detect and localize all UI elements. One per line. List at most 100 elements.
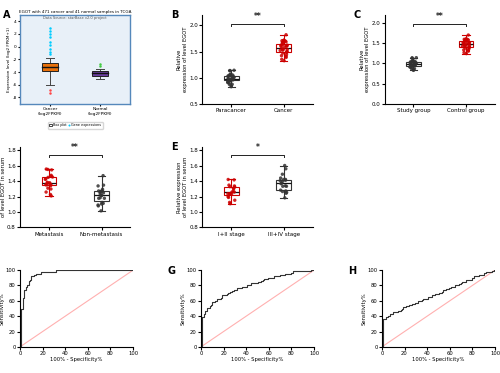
Point bbox=[465, 46, 473, 52]
X-axis label: 100% - Specificity%: 100% - Specificity% bbox=[232, 357, 283, 363]
Point bbox=[410, 68, 418, 73]
Point bbox=[224, 79, 232, 85]
Point bbox=[231, 197, 239, 203]
Point bbox=[410, 66, 418, 72]
Point bbox=[284, 47, 292, 53]
Point bbox=[461, 45, 469, 51]
Point bbox=[278, 38, 286, 44]
Point bbox=[278, 45, 286, 51]
Point bbox=[464, 47, 472, 53]
Point bbox=[224, 176, 232, 182]
Point bbox=[228, 83, 235, 89]
Point bbox=[281, 44, 289, 50]
Point bbox=[98, 192, 106, 198]
Point bbox=[228, 191, 235, 197]
Point bbox=[98, 186, 106, 192]
Point bbox=[462, 36, 470, 42]
Point bbox=[280, 58, 288, 64]
Point bbox=[465, 40, 473, 46]
Point bbox=[410, 61, 418, 67]
Point bbox=[227, 71, 235, 77]
Point bbox=[44, 175, 52, 181]
Point bbox=[230, 185, 237, 191]
Point bbox=[276, 47, 284, 53]
Point bbox=[228, 76, 235, 82]
Point bbox=[48, 174, 56, 180]
Point bbox=[406, 59, 414, 65]
Point bbox=[410, 61, 418, 67]
Y-axis label: Sensitivity%: Sensitivity% bbox=[180, 292, 186, 325]
Text: **: ** bbox=[254, 12, 262, 21]
Point bbox=[226, 78, 234, 84]
Point bbox=[230, 186, 237, 192]
Point bbox=[229, 76, 237, 82]
Point bbox=[230, 183, 238, 189]
Point bbox=[460, 40, 468, 46]
Point bbox=[100, 182, 108, 188]
Y-axis label: Relative expression
of level EGOT in serum: Relative expression of level EGOT in ser… bbox=[177, 157, 188, 217]
Point bbox=[464, 37, 472, 43]
Point bbox=[98, 201, 106, 207]
Point bbox=[410, 67, 418, 73]
Point bbox=[280, 46, 287, 52]
Point bbox=[46, 180, 54, 186]
X-axis label: 100% - Specificity%: 100% - Specificity% bbox=[50, 357, 102, 363]
Point bbox=[411, 59, 419, 65]
Point bbox=[226, 68, 234, 73]
Point bbox=[226, 184, 234, 189]
Point bbox=[230, 67, 238, 73]
Point bbox=[411, 61, 419, 67]
Point bbox=[94, 183, 102, 189]
Point bbox=[278, 178, 286, 184]
Point bbox=[46, 191, 54, 197]
Point bbox=[282, 39, 290, 45]
Point bbox=[283, 42, 291, 48]
Point bbox=[462, 43, 469, 48]
Point bbox=[276, 178, 284, 184]
Point bbox=[282, 38, 290, 44]
Point bbox=[279, 42, 287, 48]
Text: C: C bbox=[354, 10, 361, 20]
Point bbox=[282, 54, 290, 60]
Point bbox=[406, 61, 414, 67]
Point bbox=[100, 195, 108, 201]
Point bbox=[412, 60, 420, 66]
Text: H: H bbox=[348, 266, 356, 276]
Point bbox=[412, 62, 420, 68]
Point bbox=[225, 182, 233, 188]
Point bbox=[47, 186, 55, 192]
Point bbox=[409, 62, 417, 68]
Point bbox=[226, 68, 234, 74]
Point bbox=[280, 37, 288, 43]
Point bbox=[282, 189, 290, 195]
Point bbox=[228, 81, 236, 87]
Point bbox=[281, 195, 289, 201]
Point bbox=[230, 189, 238, 195]
Point bbox=[406, 62, 414, 68]
Point bbox=[278, 180, 285, 186]
Point bbox=[277, 181, 285, 186]
Point bbox=[94, 188, 102, 194]
Text: **: ** bbox=[436, 12, 444, 21]
Y-axis label: Expression level (log2 FPKM+1): Expression level (log2 FPKM+1) bbox=[7, 27, 11, 92]
Point bbox=[410, 58, 418, 64]
Point bbox=[48, 173, 56, 179]
Point bbox=[42, 176, 50, 182]
Point bbox=[229, 188, 237, 194]
Point bbox=[280, 176, 287, 182]
Point bbox=[282, 43, 290, 49]
Point bbox=[48, 167, 56, 173]
Point bbox=[464, 44, 472, 50]
Point bbox=[408, 66, 416, 72]
Point bbox=[282, 190, 290, 196]
Point bbox=[279, 183, 287, 189]
Title: EGOT with 471 cancer and 41 normal samples in TCGA: EGOT with 471 cancer and 41 normal sampl… bbox=[19, 10, 132, 14]
Point bbox=[225, 80, 233, 86]
Point bbox=[461, 43, 469, 49]
Point bbox=[226, 191, 234, 197]
Point bbox=[464, 37, 471, 43]
Point bbox=[276, 187, 284, 193]
Point bbox=[282, 177, 290, 183]
Point bbox=[96, 191, 104, 197]
Point bbox=[224, 73, 232, 79]
